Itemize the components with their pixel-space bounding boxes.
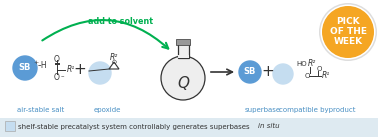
Text: air-stable salt: air-stable salt	[17, 107, 64, 113]
Text: O: O	[112, 59, 116, 65]
Text: Q: Q	[177, 75, 189, 91]
Bar	[0, 118, 378, 137]
Text: O: O	[317, 66, 322, 72]
Text: +: +	[262, 64, 274, 79]
Text: in situ: in situ	[258, 123, 280, 129]
Text: epoxide: epoxide	[94, 107, 121, 113]
Circle shape	[273, 64, 293, 84]
Circle shape	[89, 62, 111, 84]
Bar	[178, 55, 189, 58]
Text: +: +	[74, 62, 87, 78]
Text: SB: SB	[244, 68, 256, 76]
Text: SB: SB	[19, 64, 31, 72]
Text: shelf-stable precatalyst system controllably generates superbases: shelf-stable precatalyst system controll…	[18, 123, 252, 129]
Text: +: +	[33, 61, 39, 65]
Circle shape	[239, 61, 261, 83]
Text: OF THE: OF THE	[330, 28, 367, 36]
Circle shape	[13, 56, 37, 80]
Text: R¹: R¹	[322, 72, 330, 81]
Text: O: O	[305, 73, 310, 79]
Text: –H: –H	[38, 62, 48, 71]
Circle shape	[319, 3, 377, 61]
Circle shape	[322, 6, 374, 58]
Bar	[178, 42, 189, 58]
Bar	[5, 121, 15, 131]
Text: add to solvent: add to solvent	[87, 18, 152, 26]
Text: O: O	[54, 73, 60, 82]
Text: –: –	[61, 73, 65, 79]
Circle shape	[321, 5, 375, 59]
Text: R²: R²	[308, 59, 316, 68]
Text: PICK: PICK	[336, 18, 360, 26]
Text: WEEK: WEEK	[333, 38, 363, 46]
Text: compatible byproduct: compatible byproduct	[279, 107, 355, 113]
Text: superbase: superbase	[245, 107, 281, 113]
Circle shape	[161, 56, 205, 100]
Bar	[176, 39, 190, 45]
Text: O: O	[54, 55, 60, 65]
Text: HO: HO	[296, 61, 307, 67]
Text: R²: R²	[110, 54, 118, 62]
Text: R¹: R¹	[67, 65, 75, 75]
